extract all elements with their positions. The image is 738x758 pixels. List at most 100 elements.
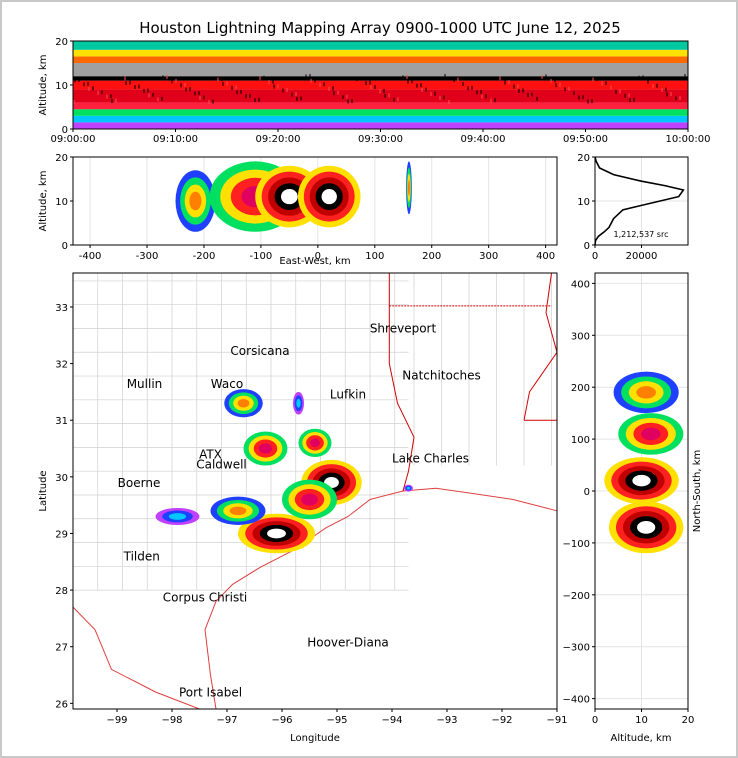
- density-speck: [337, 90, 339, 95]
- density-speck: [310, 78, 312, 83]
- y-tick-label: 200: [571, 383, 590, 394]
- y-tick-label: 33: [55, 303, 68, 314]
- density-speck: [305, 74, 307, 79]
- storm-cell-layer: [310, 438, 320, 448]
- map-label: Corsicana: [230, 344, 289, 358]
- density-speck: [582, 95, 584, 100]
- storm-cell-layer: [280, 189, 298, 205]
- coastline: [204, 487, 558, 710]
- altitude-band: [73, 109, 688, 116]
- density-speck: [430, 92, 432, 97]
- density-speck: [351, 99, 353, 104]
- density-speck: [453, 77, 455, 82]
- y-tick-label: 100: [571, 435, 590, 446]
- density-speck: [147, 88, 149, 93]
- density-speck: [134, 85, 136, 89]
- density-speck: [550, 78, 552, 83]
- histogram-line: [594, 156, 685, 246]
- density-speck: [462, 81, 464, 86]
- density-speck: [638, 75, 640, 80]
- x-tick-label: −99: [106, 715, 127, 726]
- density-speck: [531, 92, 533, 97]
- storm-cell-layer: [229, 506, 247, 516]
- density-speck: [199, 96, 201, 100]
- density-speck: [578, 95, 580, 100]
- density-speck: [342, 95, 344, 100]
- density-speck: [184, 82, 186, 87]
- x-tick-label: −97: [216, 715, 237, 726]
- density-speck: [111, 99, 113, 104]
- density-speck: [518, 88, 520, 93]
- density-speck: [162, 75, 164, 80]
- density-speck: [110, 94, 112, 99]
- density-speck: [194, 91, 196, 96]
- density-speck: [189, 87, 191, 92]
- density-speck: [508, 80, 510, 85]
- map-label: Tilden: [123, 550, 160, 564]
- density-speck: [333, 91, 335, 96]
- density-speck: [434, 91, 436, 96]
- storm-cell-layer: [267, 528, 286, 539]
- x-tick-label: −98: [161, 715, 182, 726]
- density-speck: [480, 89, 482, 94]
- y-tick-label: 30: [55, 473, 68, 484]
- storm-cell-layer: [258, 443, 273, 454]
- density-speck: [180, 83, 182, 88]
- density-speck: [185, 87, 187, 92]
- storm-cell-layer: [237, 398, 250, 408]
- altitude-band: [73, 56, 688, 63]
- density-speck: [684, 74, 686, 78]
- y-tick-label: 28: [55, 586, 68, 597]
- density-speck: [587, 99, 589, 104]
- density-speck: [471, 85, 473, 90]
- density-speck: [619, 89, 621, 94]
- density-speck: [443, 95, 445, 100]
- density-speck: [633, 97, 635, 102]
- density-speck: [494, 98, 496, 103]
- density-speck: [87, 81, 89, 86]
- density-speck: [295, 92, 297, 97]
- altitude-band: [73, 102, 688, 110]
- density-speck: [282, 88, 284, 93]
- density-speck: [666, 92, 668, 97]
- x-tick-label: -200: [193, 251, 216, 262]
- x-tick-label: 20000: [626, 251, 658, 262]
- density-speck: [222, 81, 224, 86]
- x-tick-label: 20: [682, 715, 695, 726]
- density-speck: [665, 87, 667, 92]
- density-speck: [522, 88, 524, 93]
- altitude-band: [73, 122, 688, 129]
- density-speck: [101, 90, 103, 95]
- y-tick-label: 400: [571, 279, 590, 290]
- x-tick-label: −91: [546, 715, 567, 726]
- density-speck: [393, 97, 395, 102]
- density-speck: [374, 85, 376, 89]
- density-speck: [309, 74, 311, 78]
- density-speck: [402, 75, 404, 80]
- density-speck: [421, 88, 423, 93]
- density-speck: [420, 83, 422, 88]
- density-speck: [476, 90, 478, 95]
- p5-y-axis-label: North-South, km: [692, 450, 703, 533]
- y-tick-label: 31: [55, 416, 68, 427]
- time-altitude-panel: 09:00:00 09:10:00 09:20:00 09:30:00 09:40:00…: [38, 37, 710, 145]
- x-tick-label: -100: [250, 251, 273, 262]
- storm-cell-layer: [406, 486, 411, 490]
- density-speck: [517, 84, 519, 89]
- density-speck: [74, 78, 76, 83]
- y-tick-label: 0: [584, 487, 590, 498]
- storm-cell-layer: [640, 427, 661, 441]
- state-border: [388, 273, 415, 492]
- x-tick-label: 09:50:00: [563, 134, 608, 145]
- density-speck: [291, 92, 293, 97]
- p2-x-axis-label: East-West, km: [279, 256, 350, 267]
- map-label: Lufkin: [330, 388, 366, 402]
- cells-group: [175, 161, 412, 232]
- density-speck: [642, 75, 644, 80]
- north-south-panel: 0 10 20 −400 −300 −200 −100 0 100 200 300 400 Altit…: [563, 272, 703, 744]
- density-speck: [444, 74, 446, 78]
- altitude-band: [73, 115, 688, 123]
- p1-y-axis-label: Altitude, km: [38, 55, 49, 116]
- x-tick-label: 400: [536, 251, 555, 262]
